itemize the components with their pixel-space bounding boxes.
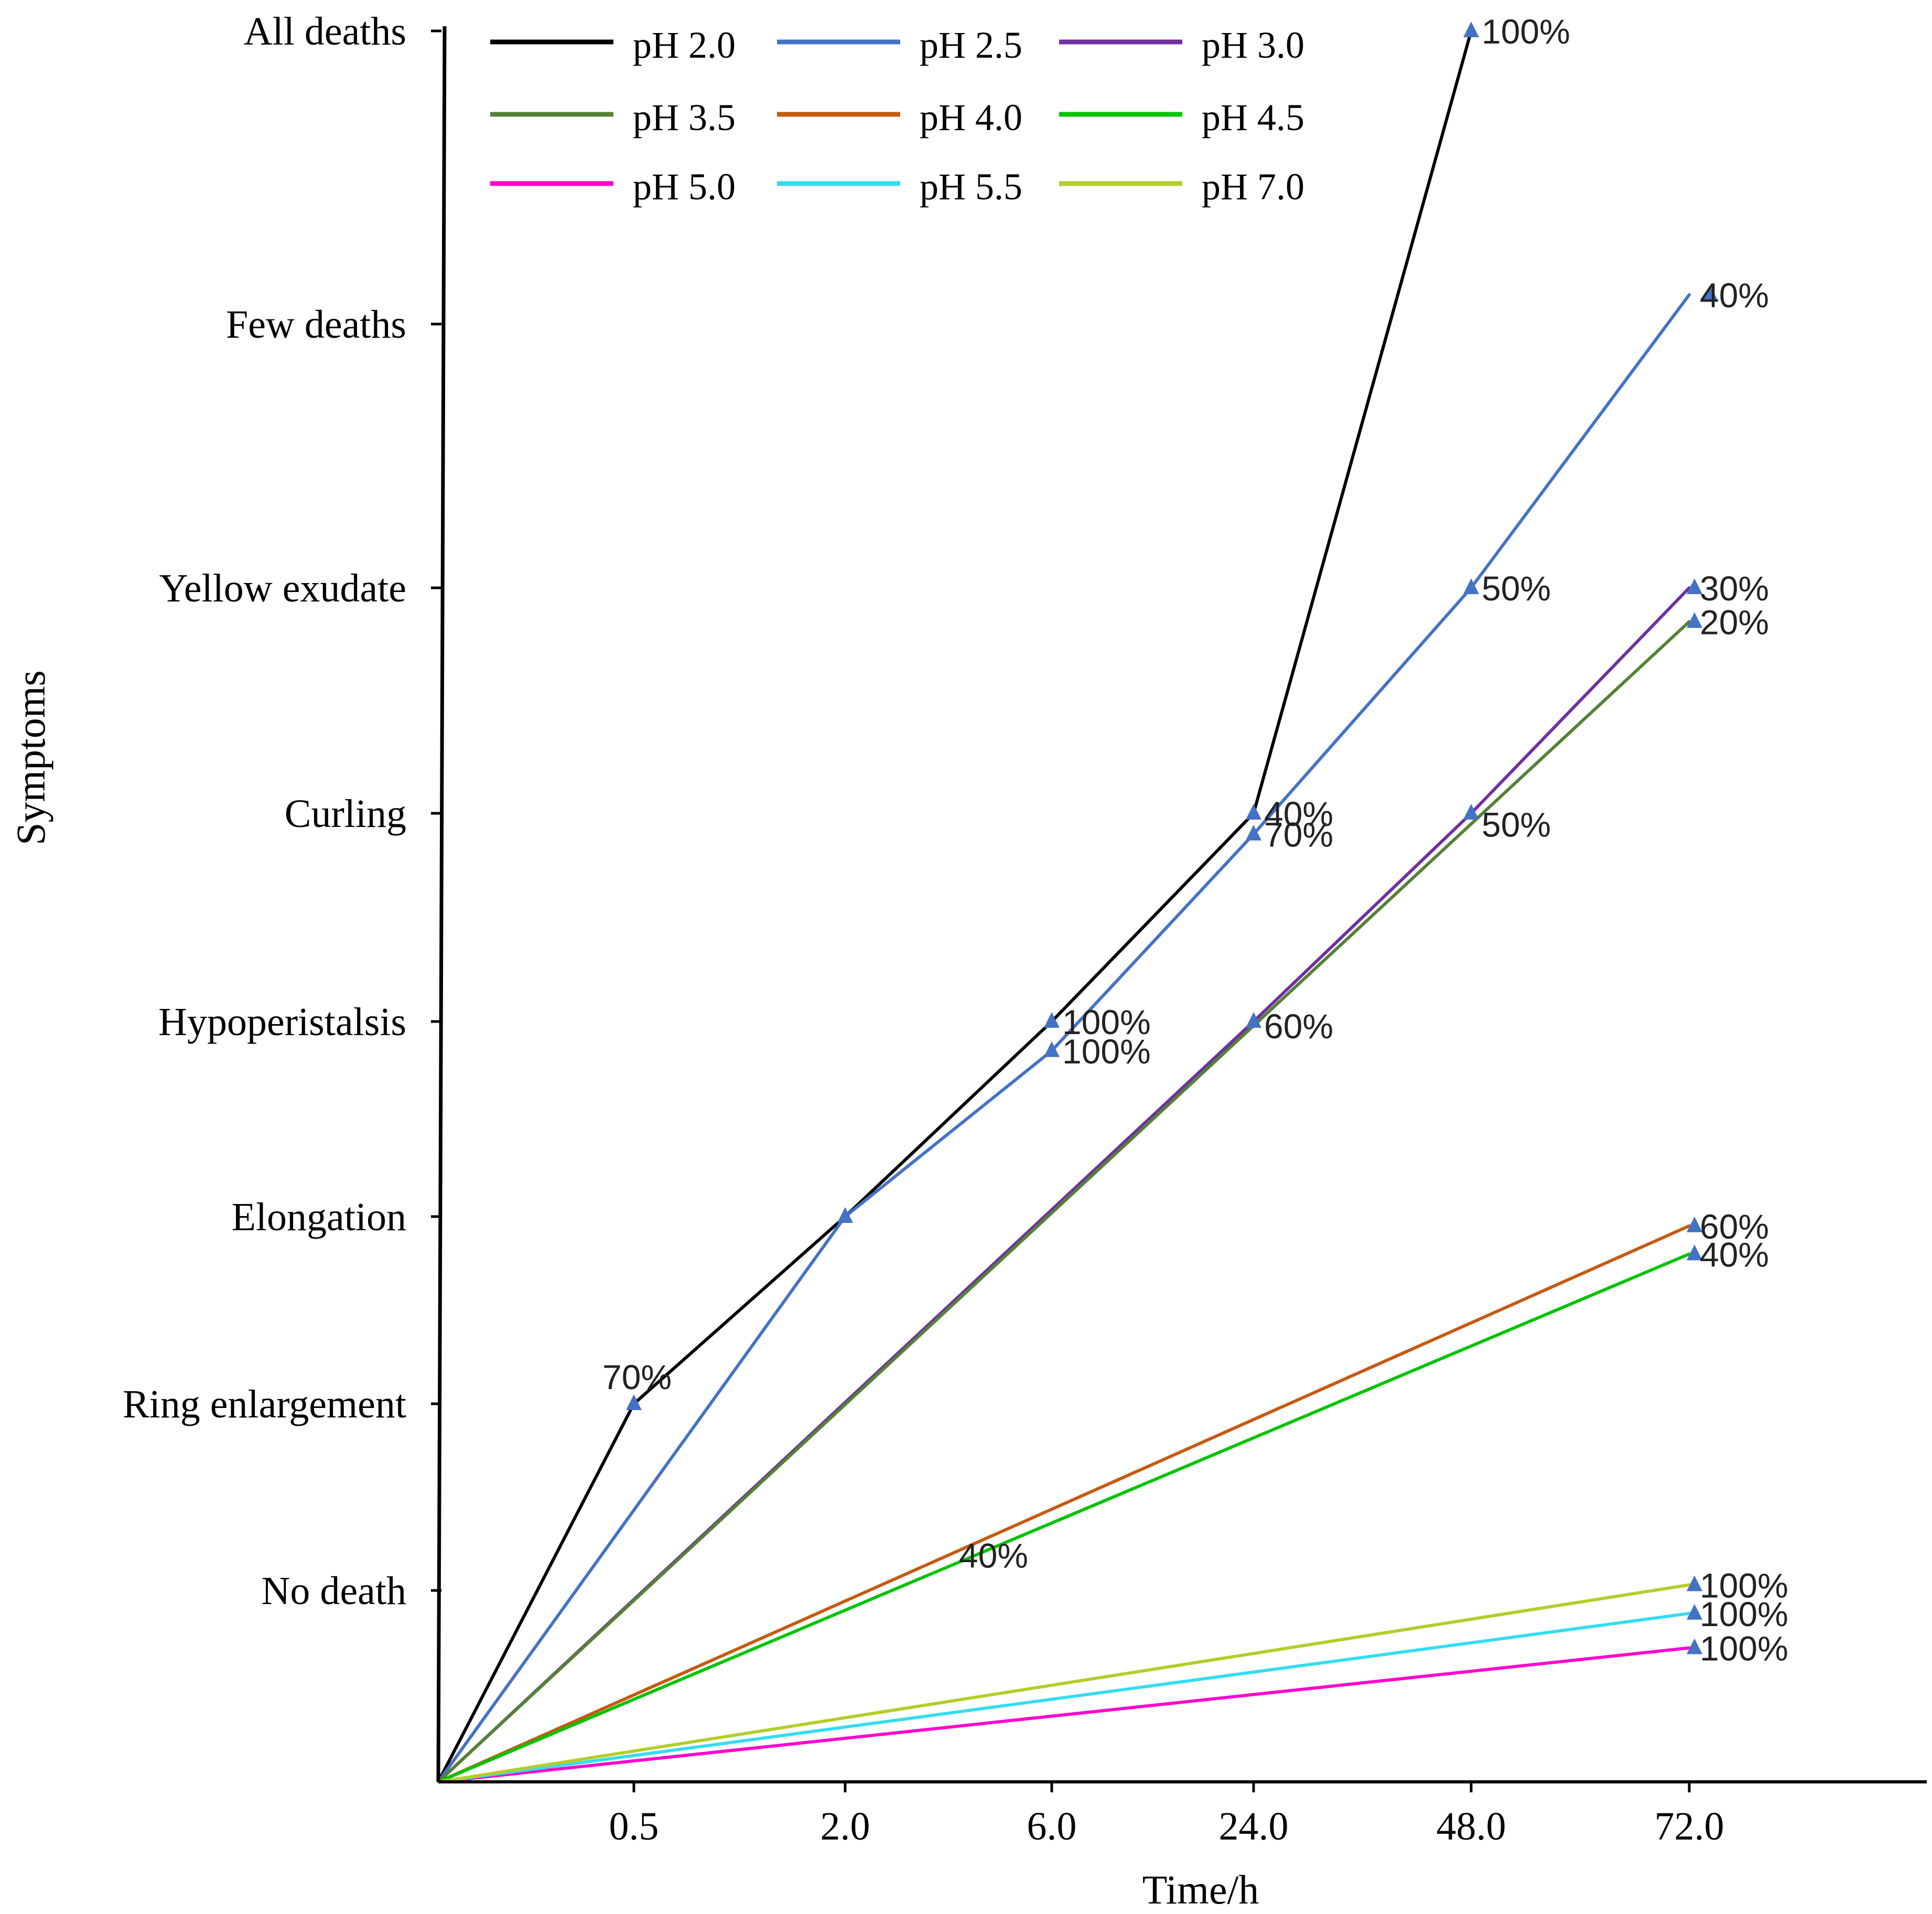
data-label-ph-3-5-24: 60% [1264,1007,1333,1046]
data-label-ph-3-0-72: 30% [1700,569,1769,608]
data-label-ph-2-0-48: 100% [1482,12,1570,51]
series-line-ph-3-0 [437,586,1691,1783]
legend-label-ph-5-0: pH 5.0 [633,166,736,208]
data-label-ph-2-5-48: 50% [1482,569,1551,608]
legend-item-ph-2-0: pH 2.0 [490,24,736,66]
marker-ph-5-0-72 [1687,1638,1702,1654]
y-axis-title: Symptoms [8,670,53,845]
x-axis-title: Time/h [1142,1867,1259,1912]
y-tick-label-all-deaths: All deaths [244,9,406,53]
x-tick-label-2-0: 2.0 [821,1804,870,1848]
marker-ph-7-0-72 [1687,1575,1702,1592]
marker-ph-3-5-72 [1687,612,1702,628]
legend-item-ph-3-5: pH 3.5 [490,96,736,138]
y-tick-label-hypoperistalsis: Hypoperistalsis [158,1000,406,1044]
data-label-ph-3-5-72: 20% [1700,603,1769,642]
series-line-ph-5-5 [437,1611,1691,1783]
marker-ph-2-0-6 [1044,1012,1060,1028]
marker-ph-2-0-48 [1463,21,1479,37]
marker-ph-2-0-24 [1246,804,1261,820]
marker-ph-3-0-24 [1246,1012,1261,1028]
y-tick-label-curling: Curling [285,792,406,836]
x-tick-label-72-0: 72.0 [1655,1804,1724,1848]
marker-ph-3-0-72 [1687,578,1702,594]
series-line-ph-4-0 [437,1224,1691,1783]
marker-ph-2-5-72 [1702,285,1718,302]
axes: No death Ring enlargement Elongation Hypope… [123,9,1927,1848]
legend-label-ph-2-5: pH 2.5 [920,24,1022,66]
x-tick-label-24-0: 24.0 [1219,1804,1289,1848]
data-label-ph-7-0-72: 100% [1700,1566,1788,1605]
data-label-ph-2-0-0-5: 70% [602,1358,672,1396]
series-line-ph-7-0 [437,1583,1691,1783]
legend-item-ph-4-5: pH 4.5 [1059,96,1304,138]
legend-item-ph-5-0: pH 5.0 [490,166,736,208]
legend-label-ph-2-0: pH 2.0 [633,24,736,66]
series-line-ph-4-5 [437,1252,1691,1783]
marker-ph-3-0-48 [1463,804,1479,820]
data-label-ph-4-0-4: 40% [959,1536,1028,1575]
legend-item-ph-3-0: pH 3.0 [1059,24,1304,66]
legend: pH 2.0 pH 2.5 pH 3.0 pH 3.5 pH 4.0 pH 4.5 pH 5… [490,24,1304,208]
series-line-ph-5-0 [437,1646,1691,1783]
y-tick-label-ring-enlargement: Ring enlargement [123,1382,406,1426]
legend-item-ph-4-0: pH 4.0 [777,96,1022,138]
series-lines [437,29,1691,1783]
legend-label-ph-5-5: pH 5.5 [920,166,1022,208]
legend-label-ph-3-0: pH 3.0 [1202,24,1304,66]
data-label-ph-2-0-24: 40% [1264,794,1333,833]
data-label-ph-2-5-24: 70% [1264,815,1333,854]
data-label-ph-4-5-72: 40% [1700,1235,1769,1274]
legend-label-ph-7-0: pH 7.0 [1202,166,1304,208]
marker-ph-5-5-72 [1687,1604,1702,1620]
legend-label-ph-4-5: pH 4.5 [1202,96,1304,138]
data-label-ph-2-5-72: 40% [1700,276,1769,315]
marker-ph-2-5-24 [1246,824,1261,841]
marker-ph-2-0-2 [837,1207,853,1223]
marker-ph-2-5-6 [1044,1041,1060,1057]
x-tick-label-48-0: 48.0 [1437,1804,1506,1848]
data-label-ph-5-0-72: 100% [1700,1629,1788,1668]
x-tick-label-6-0: 6.0 [1027,1804,1077,1848]
y-tick-label-no-death: No death [262,1569,406,1613]
data-label-ph-5-5-72: 100% [1700,1595,1788,1633]
data-label-ph-4-0-72: 60% [1700,1207,1769,1246]
y-tick-label-elongation: Elongation [231,1195,406,1239]
y-axis-line [436,26,447,1782]
legend-item-ph-2-5: pH 2.5 [777,24,1022,66]
legend-label-ph-4-0: pH 4.0 [920,96,1022,138]
series-line-ph-3-5 [437,620,1691,1783]
legend-label-ph-3-5: pH 3.5 [633,96,736,138]
data-labels: 70%100%40%100%100%70%50%40%30%60%50%20%4… [602,12,1788,1668]
series-line-ph-2-5 [437,293,1691,1783]
marker-ph-4-5-72 [1687,1244,1702,1261]
series-markers [626,21,1718,1654]
marker-ph-2-0-0-5 [626,1394,642,1410]
data-label-ph-2-0-6: 100% [1062,1003,1151,1041]
y-tick-label-few-deaths: Few deaths [226,303,406,347]
data-label-ph-3-5-48: 50% [1482,805,1551,844]
legend-item-ph-5-5: pH 5.5 [777,166,1022,208]
series-line-ph-2-0 [437,29,1473,1783]
y-tick-label-yellow-exudate: Yellow exudate [159,566,406,610]
marker-ph-2-5-48 [1463,578,1479,594]
data-label-ph-2-5-6: 100% [1062,1032,1151,1071]
x-tick-label-0-5: 0.5 [609,1804,659,1848]
legend-item-ph-7-0: pH 7.0 [1059,166,1304,208]
marker-ph-4-0-72 [1687,1216,1702,1232]
